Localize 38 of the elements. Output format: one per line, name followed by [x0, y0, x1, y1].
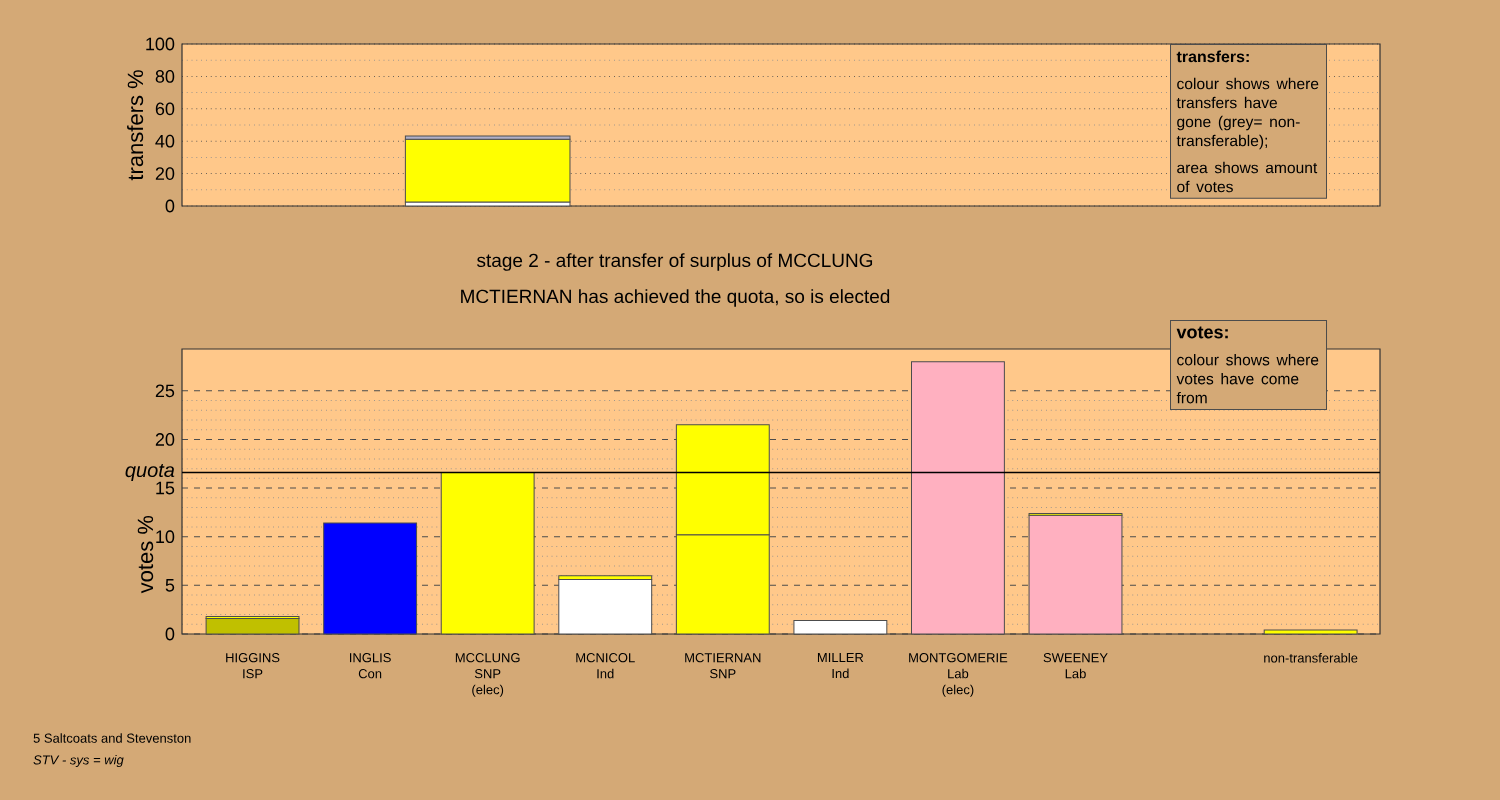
y-tick-label: 5: [165, 579, 175, 592]
text: 5 Saltcoats and Stevenston: [33, 733, 191, 743]
bar: [1263, 629, 1358, 635]
y-tick-label: 80: [155, 70, 175, 83]
text: votes:: [1176, 326, 1228, 339]
y-tick-label: 25: [155, 384, 175, 398]
y-tick-label: 60: [155, 102, 175, 116]
x-tick-label: MONTGOMERIE Lab (elec): [909, 653, 1008, 697]
y-tick-label: 40: [155, 134, 175, 148]
bar: [793, 619, 888, 635]
x-tick-label: HIGGINS ISP: [226, 653, 280, 679]
annotation: colour shows where votes have come from: [1176, 353, 1319, 404]
x-tick-label: MCCLUNG SNP (elec): [455, 653, 520, 697]
bar: [205, 617, 300, 635]
x-tick-label: non-transferable: [1264, 653, 1358, 663]
chart-subtitle: MCTIERNAN has achieved the quota, so is elected: [461, 289, 890, 307]
y-tick-label: 15: [156, 481, 175, 495]
ref-line-label: quota: [125, 464, 175, 482]
y-axis-title: votes %: [137, 515, 154, 594]
x-tick-label: MCNICOL Ind: [576, 653, 635, 679]
y-tick-label: 100: [146, 37, 175, 51]
bar: [558, 579, 653, 635]
chart-title: stage 2 - after transfer of surplus of MCCLUNG: [477, 253, 873, 271]
annotation: area shows amount of votes: [1177, 161, 1318, 193]
x-tick-label: MILLER Ind: [817, 653, 864, 679]
annotation: colour shows where transfers have gone (grey= non-transferable);: [1176, 77, 1319, 150]
x-tick-label: INGLIS Con: [349, 653, 391, 679]
bar: [911, 361, 1005, 635]
x-tick-label: SWEENEY Lab: [1043, 653, 1108, 679]
text: STV - sys = wig: [33, 754, 124, 768]
y-axis-title: transfers %: [127, 70, 144, 181]
y-tick-label: 0: [165, 627, 175, 641]
y-tick-label: 0: [165, 199, 175, 213]
x-tick-label: MCTIERNAN SNP: [685, 653, 761, 679]
y-tick-label: 20: [155, 167, 175, 180]
annotation: transfers:: [1176, 50, 1249, 63]
y-tick-label: 20: [155, 433, 175, 446]
y-tick-label: 10: [156, 530, 175, 544]
